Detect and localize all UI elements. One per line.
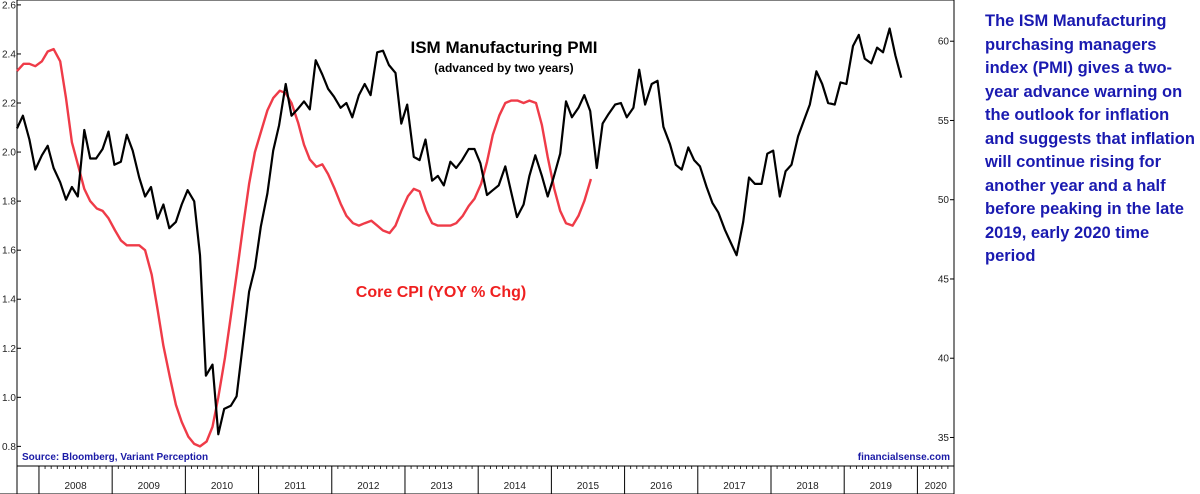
x-tick-label: 2008: [64, 481, 87, 492]
plot-frame: [16, 0, 955, 467]
x-tick-label: 2014: [504, 481, 527, 492]
left-tick-label: 1.6: [2, 246, 16, 257]
left-tick-label: 1.0: [2, 393, 16, 404]
core-cpi-label: Core CPI (YOY % Chg): [356, 284, 526, 301]
left-tick-label: 1.8: [2, 197, 16, 208]
left-tick-label: 2.0: [2, 148, 16, 159]
right-tick-label: 55: [938, 116, 950, 127]
x-tick-label: 2018: [796, 481, 819, 492]
left-tick-label: 2.6: [2, 0, 16, 11]
series-line-core-cpi: [16, 47, 593, 448]
left-tick-label: 1.4: [2, 295, 16, 306]
annotation-text: The ISM Manufacturing purchasing manager…: [985, 12, 1195, 265]
left-tick-label: 2.4: [2, 49, 16, 60]
x-tick-label: 2019: [870, 481, 893, 492]
right-axis-ticks: 35 40 45 50 55 60: [938, 37, 954, 444]
source-note: Source: Bloomberg, Variant Perception: [22, 452, 208, 463]
x-tick-label: 2016: [650, 481, 673, 492]
right-tick-label: 50: [938, 195, 950, 206]
left-tick-label: 1.2: [2, 344, 16, 355]
right-tick-label: 35: [938, 433, 950, 444]
brand-label: financialsense.com: [858, 452, 950, 463]
x-tick-label: 2010: [211, 481, 234, 492]
x-tick-label: 2011: [284, 481, 306, 492]
x-tick-label: 2013: [430, 481, 453, 492]
series-line-ism-pmi: [16, 27, 903, 436]
left-tick-label: 0.8: [2, 442, 16, 453]
chart-title: ISM Manufacturing PMI: [411, 38, 598, 57]
x-tick-label: 2012: [357, 481, 380, 492]
right-tick-label: 60: [938, 37, 950, 48]
chart-subtitle: (advanced by two years): [434, 61, 573, 75]
right-tick-label: 40: [938, 354, 950, 365]
right-tick-label: 45: [938, 274, 950, 285]
left-axis-ticks: 0.8 1.0 1.2 1.4 1.6 1.8 2.0 2.2 2.4 2.6: [2, 0, 21, 453]
x-tick-label: 2020: [925, 481, 948, 492]
x-axis-ticks: 2008 2009 2010 2011 2012 2013 2014 2015 2016 2017…: [38, 466, 949, 494]
x-tick-label: 2015: [577, 481, 600, 492]
left-tick-label: 2.2: [2, 99, 16, 110]
x-tick-label: 2009: [138, 481, 161, 492]
x-tick-label: 2017: [723, 481, 746, 492]
